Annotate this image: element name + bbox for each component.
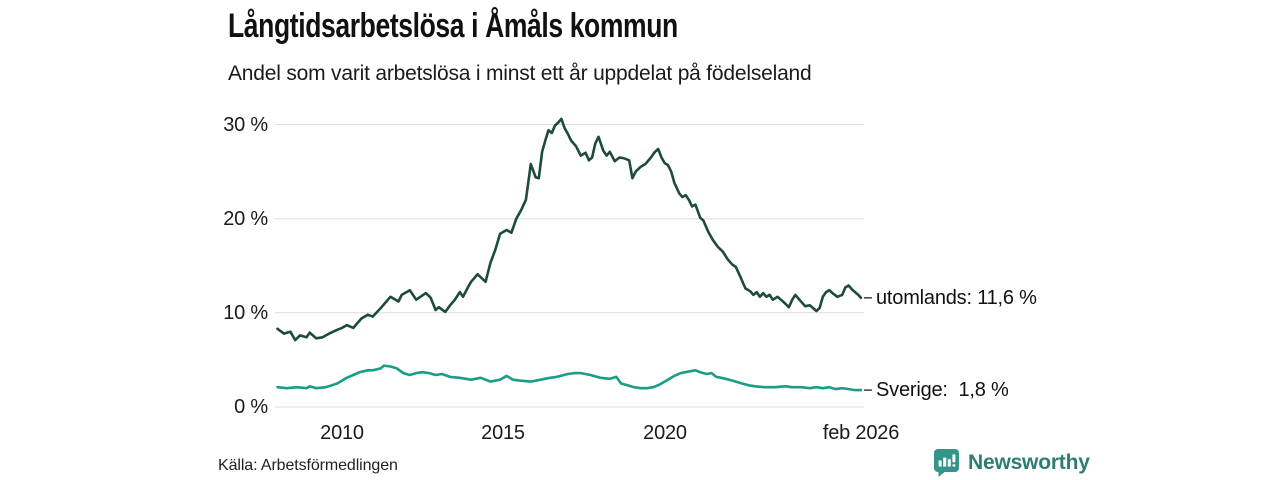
y-axis-tick-label: 10 % xyxy=(223,302,268,324)
y-axis-tick-label: 20 % xyxy=(223,208,268,230)
y-axis-tick-label: 0 % xyxy=(234,396,268,418)
chart-subtitle: Andel som varit arbetslösa i minst ett å… xyxy=(228,62,812,85)
chart-title: Långtidsarbetslösa i Åmåls kommun xyxy=(228,7,678,45)
newsworthy-branding: Newsworthy xyxy=(933,448,1090,477)
newsworthy-pin-barchart-icon xyxy=(934,449,959,477)
series-label-sverige: Sverige: 1,8 % xyxy=(876,379,1009,401)
x-axis-tick-label: 2015 xyxy=(481,422,525,444)
line-Sverige xyxy=(276,364,863,392)
x-axis-tick-label: 2020 xyxy=(643,422,687,444)
x-axis-tick-label: feb 2026 xyxy=(822,422,900,444)
brand-name: Newsworthy xyxy=(968,450,1090,474)
series-label-utomlands: utomlands: 11,6 % xyxy=(876,287,1037,309)
y-axis-tick-label: 30 % xyxy=(223,114,268,136)
line-utomlands xyxy=(276,117,863,342)
source-note: Källa: Arbetsförmedlingen xyxy=(218,457,398,474)
x-axis-tick-label: 2010 xyxy=(320,422,364,444)
